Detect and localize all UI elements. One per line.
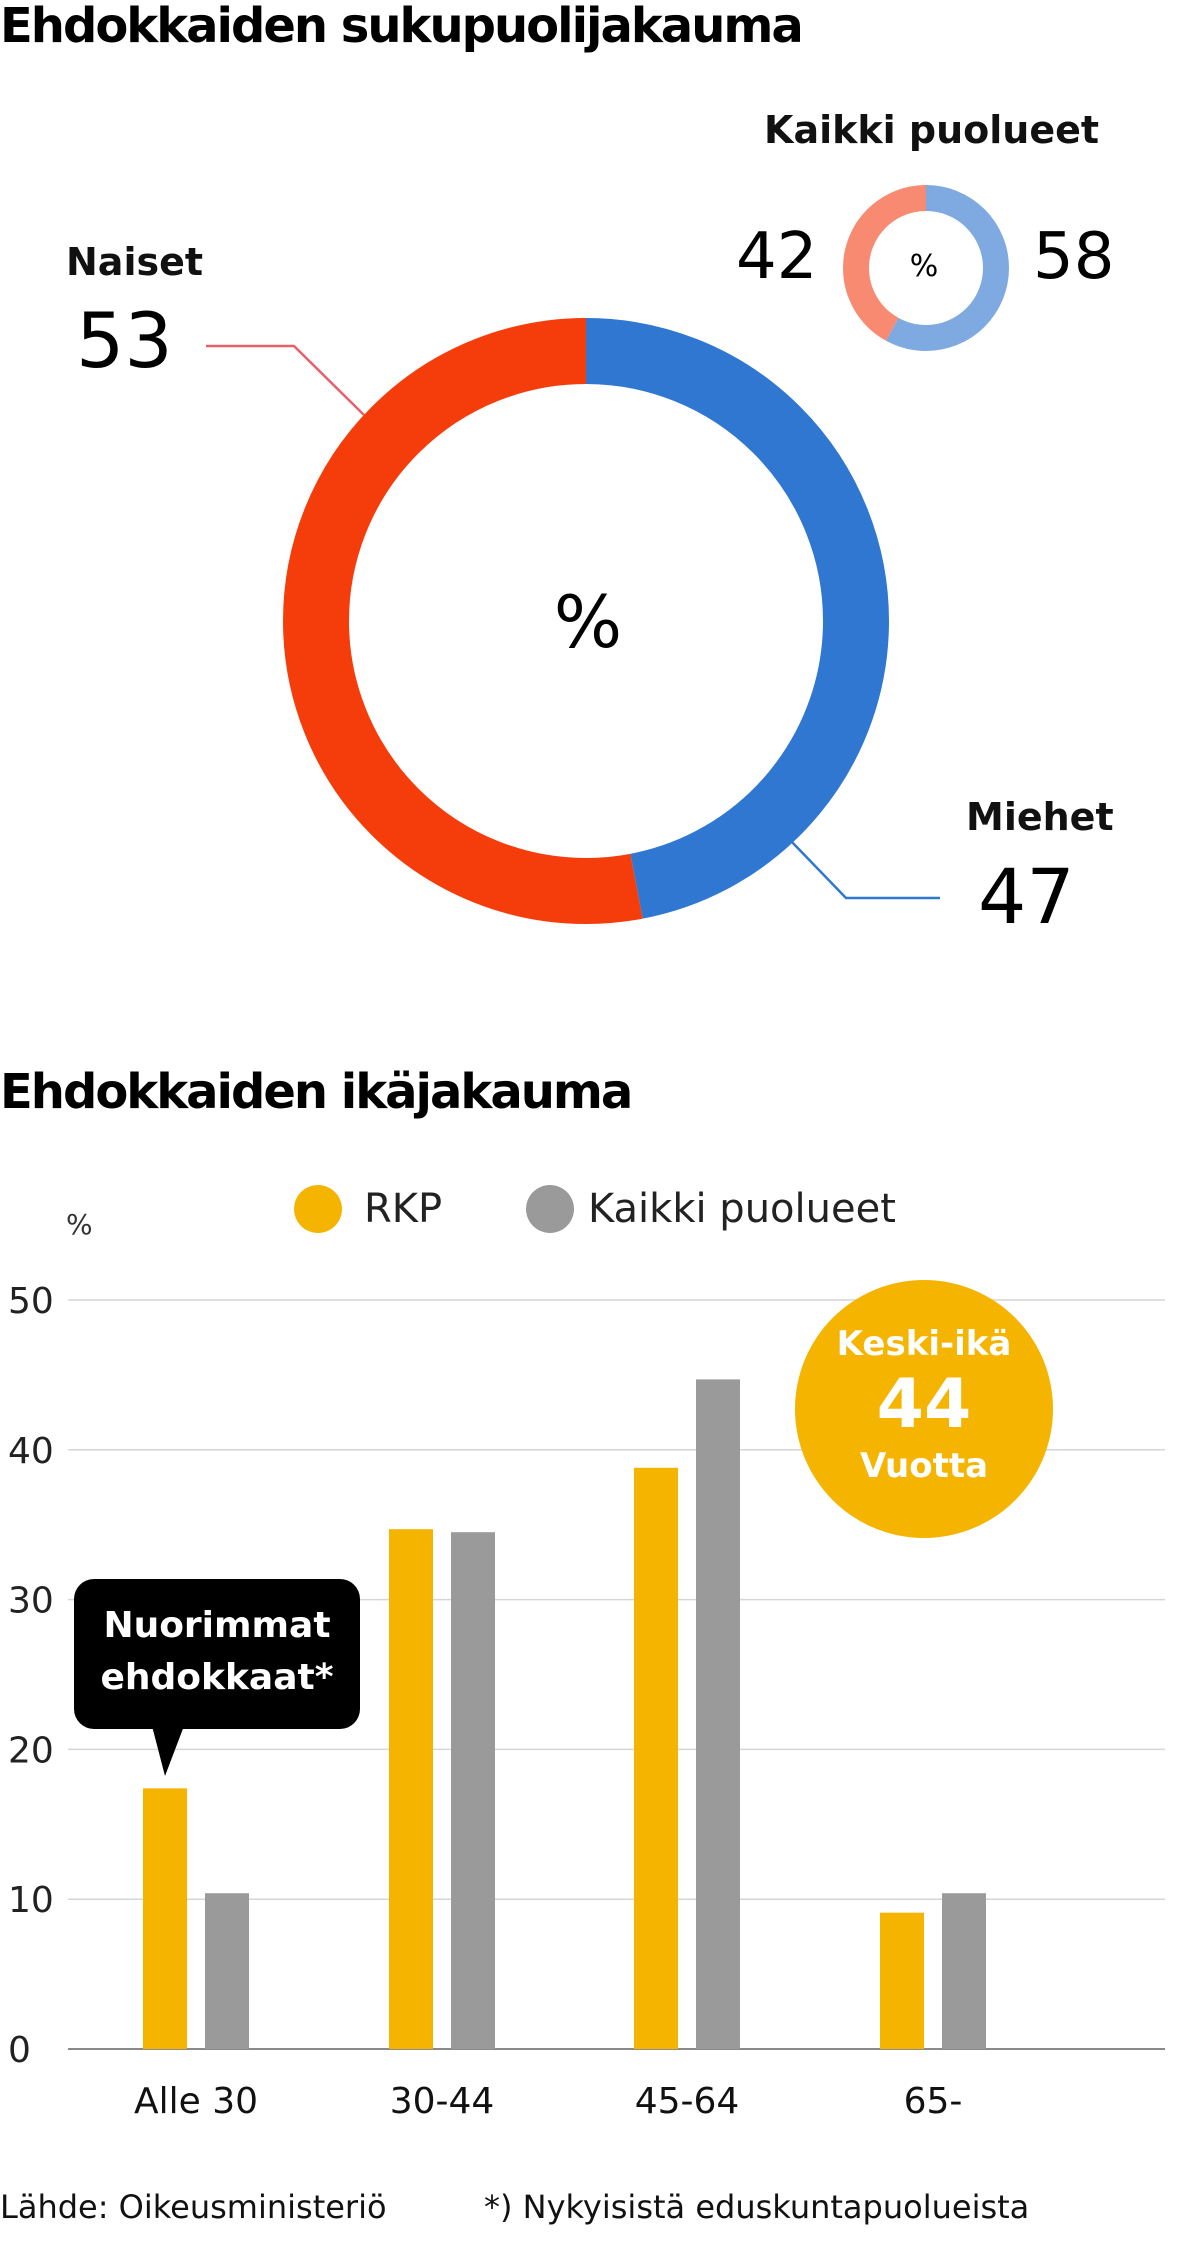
- callout-pointer: [152, 1726, 184, 1776]
- average-age-badge: [795, 1280, 1053, 1538]
- all-women-value: 42: [736, 220, 818, 294]
- legend-rkp-label: RKP: [364, 1186, 443, 1232]
- footnote-text: *) Nykyisistä eduskuntapuolueista: [484, 2188, 1030, 2226]
- y-tick-label: 50: [8, 1281, 54, 1322]
- legend-all-swatch: [526, 1185, 574, 1233]
- callout-line2: ehdokkaat*: [100, 1657, 334, 1698]
- bar-rkp-2: [634, 1467, 678, 2049]
- all-men-value: 58: [1033, 220, 1115, 294]
- gender-donut-chart: % %: [206, 185, 1009, 924]
- bar-rkp-3: [880, 1912, 924, 2049]
- women-value: 53: [76, 296, 173, 385]
- main-donut: [283, 318, 889, 924]
- men-label: Miehet: [966, 795, 1114, 839]
- y-tick-label: 40: [8, 1431, 54, 1472]
- bar-rkp-1: [389, 1529, 433, 2049]
- x-tick-label: Alle 30: [134, 2081, 258, 2122]
- y-tick-label: 10: [8, 1880, 54, 1921]
- x-tick-label: 65-: [904, 2081, 963, 2122]
- women-label: Naiset: [66, 240, 204, 284]
- x-tick-label: 45-64: [635, 2081, 740, 2122]
- source-text: Lähde: Oikeusministeriö: [0, 2188, 387, 2226]
- main-donut-women-slice: [283, 318, 889, 924]
- average-age-label: Keski-ikä: [836, 1324, 1012, 1364]
- y-tick-label: 0: [8, 2030, 31, 2071]
- men-value: 47: [978, 852, 1075, 941]
- gender-title: Ehdokkaiden sukupuolijakauma: [0, 0, 804, 54]
- bar-all-1: [451, 1532, 495, 2049]
- x-tick-label: 30-44: [390, 2081, 495, 2122]
- y-tick-label: 20: [8, 1730, 54, 1771]
- average-age-value: 44: [876, 1365, 972, 1444]
- bar-rkp-0: [143, 1788, 187, 2049]
- age-title: Ehdokkaiden ikäjakauma: [0, 1064, 633, 1120]
- small-donut-women-slice: [843, 185, 1009, 351]
- bar-all-3: [942, 1893, 986, 2049]
- y-unit-label: %: [66, 1208, 93, 1241]
- all-parties-label: Kaikki puolueet: [764, 108, 1100, 152]
- legend-all-label: Kaikki puolueet: [588, 1186, 896, 1232]
- main-donut-percent-symbol: %: [554, 580, 622, 664]
- age-bar-chart: % 0 10 20 30 40 50 Alle 30 30-44 45-64 65-: [8, 1208, 1165, 2122]
- bar-all-2: [696, 1379, 740, 2049]
- men-leader-line: [789, 839, 940, 900]
- women-leader-line: [206, 344, 365, 416]
- small-donut-percent-symbol: %: [910, 249, 939, 284]
- bar-all-0: [205, 1893, 249, 2049]
- small-donut: [843, 185, 1009, 351]
- average-age-unit: Vuotta: [859, 1446, 989, 1486]
- youngest-callout: [74, 1579, 360, 1729]
- y-tick-label: 30: [8, 1581, 54, 1622]
- legend-rkp-swatch: [294, 1185, 342, 1233]
- callout-line1: Nuorimmat: [103, 1605, 331, 1646]
